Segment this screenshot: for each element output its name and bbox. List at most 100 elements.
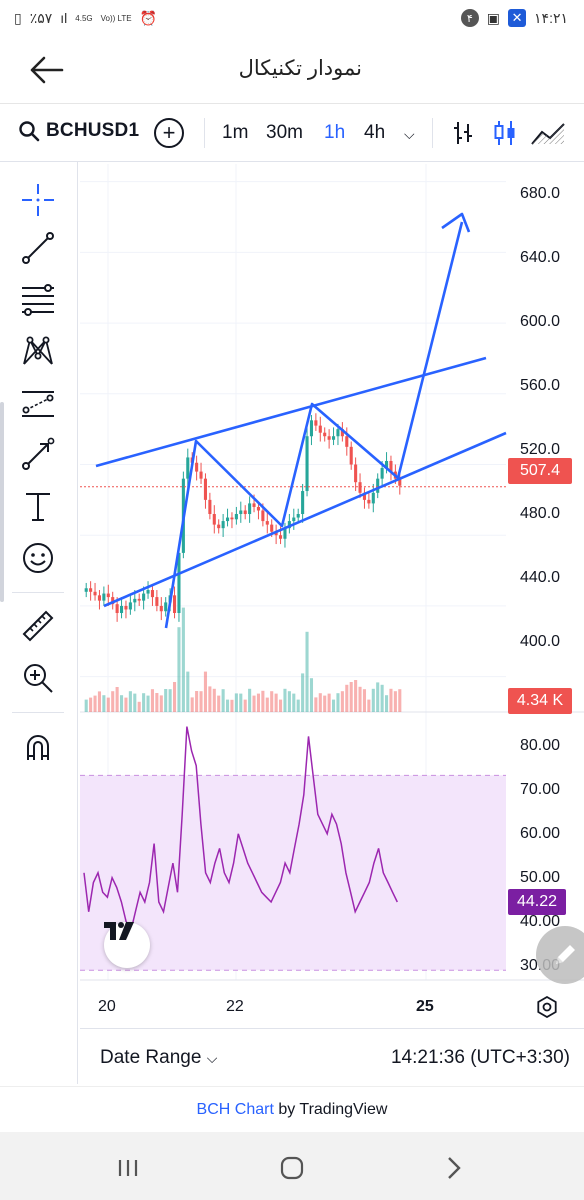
compare-add-button[interactable]: + bbox=[154, 118, 184, 148]
notification-count: ۴ bbox=[460, 9, 479, 27]
channel-lower-line bbox=[103, 431, 507, 608]
candle-body bbox=[106, 593, 110, 598]
volume-bar bbox=[225, 699, 230, 712]
candle-body bbox=[102, 593, 106, 601]
volume-bar bbox=[164, 689, 168, 712]
candle-body bbox=[128, 602, 132, 610]
candle-body bbox=[384, 460, 389, 469]
volume-bar bbox=[248, 688, 252, 712]
candle-body bbox=[203, 478, 208, 500]
timeframe-1m[interactable]: 1m bbox=[222, 122, 249, 143]
volume-bar bbox=[159, 695, 163, 712]
candle-body bbox=[278, 535, 283, 539]
volume-bar bbox=[305, 631, 309, 712]
candle-body bbox=[137, 598, 141, 601]
arrow-tool-icon[interactable] bbox=[18, 434, 58, 474]
timeframe-4h[interactable]: 4h bbox=[364, 122, 386, 143]
volume-bar bbox=[362, 689, 367, 712]
chart-area[interactable]: 680.0 640.0 600.0 560.0 520.0 480.0 440.… bbox=[80, 164, 584, 1084]
volume-bar bbox=[349, 682, 353, 712]
pattern-tool-icon[interactable] bbox=[18, 332, 58, 372]
price-axis-label: 560.0 bbox=[520, 377, 561, 394]
candle-body bbox=[225, 517, 230, 522]
volume-bar bbox=[239, 693, 243, 712]
candle-body bbox=[115, 604, 119, 614]
volume-bar bbox=[287, 691, 291, 712]
volume-bar bbox=[142, 693, 146, 712]
volume-bar bbox=[336, 693, 340, 712]
fib-retracement-icon[interactable] bbox=[18, 280, 58, 320]
date-range-button[interactable]: Date Range ⌵ bbox=[100, 1047, 217, 1069]
prediction-tool-icon[interactable] bbox=[18, 384, 58, 424]
volume-bar bbox=[137, 701, 141, 712]
volume-bar bbox=[309, 678, 314, 712]
volume-bar bbox=[221, 689, 225, 712]
candle-body bbox=[155, 597, 159, 606]
emoji-icon[interactable] bbox=[18, 538, 58, 578]
time-axis-label: 20 bbox=[98, 998, 116, 1015]
ruler-icon[interactable] bbox=[18, 606, 58, 646]
bar-chart-icon[interactable] bbox=[448, 118, 478, 148]
back-arrow-icon[interactable] bbox=[26, 54, 66, 86]
volume-bar bbox=[340, 691, 344, 712]
rsi-axis-label: 50.00 bbox=[520, 869, 561, 886]
chevron-down-icon[interactable]: ⌵ bbox=[404, 126, 415, 142]
candle-body bbox=[336, 429, 340, 437]
rsi-axis-label: 70.00 bbox=[520, 781, 561, 798]
symbol-search[interactable]: BCHUSD1 bbox=[18, 120, 139, 142]
timeframe-30m[interactable]: 30m bbox=[266, 122, 303, 143]
volume-bar bbox=[230, 699, 234, 712]
text-tool-icon[interactable] bbox=[18, 486, 58, 526]
android-nav-bar bbox=[0, 1132, 584, 1200]
volume-bar bbox=[296, 699, 300, 712]
back-nav-icon[interactable] bbox=[440, 1154, 468, 1182]
bch-chart-link[interactable]: BCH Chart bbox=[196, 1101, 274, 1118]
tool-divider bbox=[12, 592, 64, 593]
tradingview-logo[interactable] bbox=[104, 922, 150, 968]
candle-body bbox=[265, 521, 269, 525]
volume-bar bbox=[128, 691, 132, 712]
candle-body bbox=[345, 436, 349, 447]
drawing-fab-button[interactable] bbox=[536, 926, 584, 984]
crosshair-icon[interactable] bbox=[18, 180, 58, 220]
volume-bar bbox=[301, 673, 305, 712]
arrow-head bbox=[441, 212, 471, 233]
timeframe-1h[interactable]: 1h bbox=[324, 122, 346, 143]
trend-line-icon[interactable] bbox=[18, 228, 58, 268]
status-bar: ▯ ٪۵۷ ıl 4.5G Vo)) LTE ⏰ ۴ ▣ ✕ ۱۴:۲۱ bbox=[0, 0, 584, 36]
volume-bar bbox=[146, 695, 150, 712]
volume-bar bbox=[186, 671, 190, 712]
toolbar-divider bbox=[204, 118, 205, 148]
settings-icon[interactable] bbox=[536, 996, 558, 1018]
battery-level: ٪۵۷ bbox=[29, 9, 53, 26]
chevron-down-icon: ⌵ bbox=[206, 1050, 218, 1066]
volume-bar bbox=[292, 693, 296, 712]
candle-body bbox=[89, 588, 93, 592]
candle-body bbox=[380, 468, 384, 479]
channel-upper-line bbox=[95, 356, 487, 468]
candle-body bbox=[367, 499, 371, 504]
volume-bar bbox=[243, 699, 247, 712]
volume-bar bbox=[345, 684, 349, 712]
price-chart[interactable] bbox=[80, 164, 584, 1028]
page-title: نمودار تکنیکال bbox=[238, 57, 362, 80]
area-chart-icon[interactable] bbox=[530, 118, 570, 148]
timezone-clock[interactable]: 14:21:36 (UTC+3:30) bbox=[390, 1047, 570, 1068]
candle-chart-icon[interactable] bbox=[490, 118, 520, 148]
volume-bar bbox=[177, 627, 181, 712]
volume-bar bbox=[256, 693, 261, 712]
image-notification-icon: ▣ bbox=[486, 9, 501, 26]
recent-apps-icon[interactable] bbox=[114, 1154, 142, 1182]
volume-bar bbox=[195, 691, 199, 712]
home-icon[interactable] bbox=[278, 1154, 306, 1182]
volume-bar bbox=[384, 695, 389, 712]
candle-body bbox=[349, 446, 353, 465]
toolbar-edge-handle[interactable] bbox=[0, 402, 4, 602]
zoom-in-icon[interactable] bbox=[18, 658, 58, 698]
magnet-icon[interactable] bbox=[18, 728, 58, 768]
candle-body bbox=[327, 436, 331, 440]
volume-bar bbox=[318, 693, 322, 712]
price-axis-label: 440.0 bbox=[520, 569, 561, 586]
candle-body bbox=[261, 510, 265, 522]
volume-bar bbox=[115, 687, 119, 712]
